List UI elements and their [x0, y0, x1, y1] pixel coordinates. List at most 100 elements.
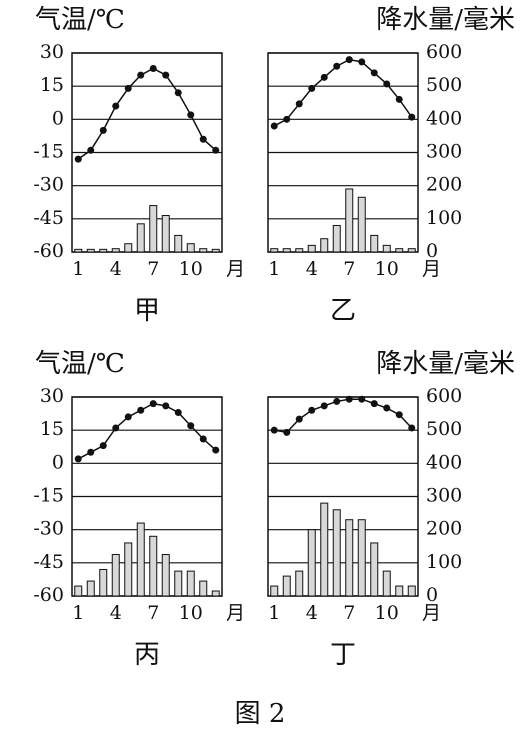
y2-tick-label: 500	[426, 418, 462, 440]
y2-tick-label: 400	[426, 451, 462, 473]
y-tick-label: -60	[33, 584, 64, 606]
temperature-point	[87, 146, 95, 154]
precipitation-bar	[307, 244, 316, 253]
precipitation-bar	[370, 234, 379, 253]
x-tick-label: 7	[343, 258, 355, 280]
precipitation-bar	[320, 238, 329, 253]
precipitation-bar	[124, 542, 133, 597]
precipitation-bar	[407, 248, 416, 253]
temperature-point	[308, 84, 316, 92]
y-tick-label: 30	[40, 41, 64, 63]
precipitation-bar	[345, 519, 354, 597]
temperature-point	[74, 155, 82, 163]
temperature-point	[295, 100, 303, 108]
temperature-point	[395, 95, 403, 103]
x-tick-label: 4	[110, 602, 122, 624]
temperature-point	[149, 64, 157, 72]
y2-tick-label: 300	[426, 485, 462, 507]
temperature-point	[270, 122, 278, 130]
temperature-point	[99, 126, 107, 134]
x-tick-label: 4	[110, 258, 122, 280]
precipitation-bar	[136, 223, 145, 253]
temperature-point	[174, 89, 182, 97]
temperature-point	[283, 115, 291, 123]
x-tick-label: 7	[343, 602, 355, 624]
temperature-line	[274, 398, 413, 434]
y-tick-label: 0	[52, 107, 64, 129]
precipitation-bar	[111, 554, 120, 597]
precipitation-bar	[136, 522, 145, 597]
precipitation-bar	[86, 580, 95, 597]
chart-title: 丁	[330, 640, 356, 670]
precipitation-bar	[199, 580, 208, 597]
precipitation-bar	[320, 502, 329, 597]
y-tick-label: -60	[33, 240, 64, 262]
precipitation-bar	[149, 535, 158, 597]
precipitation-bar	[357, 196, 366, 253]
precipitation-bar	[307, 529, 316, 597]
temperature-line	[77, 67, 217, 160]
precipitation-bar	[407, 585, 416, 597]
precipitation-bar	[174, 570, 183, 597]
precipitation-bar	[395, 248, 404, 253]
y2-tick-label: 600	[426, 385, 462, 407]
temperature-point	[137, 406, 145, 414]
y-tick-label: 0	[52, 451, 64, 473]
y-tick-label: -15	[33, 141, 64, 163]
precipitation-bar	[370, 542, 379, 597]
y2-tick-label: 300	[426, 141, 462, 163]
temperature-point	[370, 400, 378, 408]
temperature-point	[199, 135, 207, 143]
temperature-point	[162, 71, 170, 79]
temperature-point	[212, 146, 220, 154]
precipitation-bar	[382, 570, 391, 597]
temperature-point	[162, 402, 170, 410]
x-tick-label: 1	[72, 258, 84, 280]
x-tick-label: 1	[72, 602, 84, 624]
precipitation-bar	[99, 568, 108, 597]
temperature-point	[408, 424, 416, 432]
y2-axis-label: 降水量/毫米	[376, 5, 515, 35]
temperature-point	[124, 84, 132, 92]
y-tick-label: 15	[40, 418, 64, 440]
x-unit: 月	[226, 602, 245, 624]
y-tick-label: 15	[40, 74, 64, 96]
temperature-point	[333, 397, 341, 405]
precipitation-bar	[149, 205, 158, 253]
y2-tick-label: 0	[426, 240, 438, 262]
figure-caption: 图 2	[235, 699, 286, 729]
precipitation-bar	[295, 248, 304, 253]
x-tick-label: 1	[268, 602, 280, 624]
x-tick-label: 10	[179, 602, 203, 624]
precipitation-bar	[86, 248, 95, 253]
temperature-point	[87, 448, 95, 456]
y2-tick-label: 0	[426, 584, 438, 606]
precipitation-bar	[395, 585, 404, 597]
precipitation-bar	[211, 248, 220, 253]
temperature-point	[124, 413, 132, 421]
x-tick-label: 10	[179, 258, 203, 280]
precipitation-bar	[111, 248, 120, 253]
precipitation-bar	[282, 248, 291, 253]
temperature-point	[283, 428, 291, 436]
precipitation-bar	[124, 243, 133, 253]
y2-axis-label: 降水量/毫米	[376, 349, 515, 379]
x-tick-label: 7	[147, 602, 159, 624]
x-tick-label: 7	[147, 258, 159, 280]
x-tick-label: 1	[268, 258, 280, 280]
temperature-point	[308, 406, 316, 414]
temperature-point	[112, 102, 120, 110]
precipitation-bar	[270, 585, 279, 597]
y2-tick-label: 400	[426, 107, 462, 129]
x-tick-label: 4	[306, 258, 318, 280]
precipitation-bar	[174, 234, 183, 253]
precipitation-bar	[186, 570, 195, 597]
precipitation-bar	[74, 248, 83, 253]
temperature-point	[383, 404, 391, 412]
temperature-line	[273, 58, 413, 127]
precipitation-bar	[357, 519, 366, 597]
y-tick-label: 30	[40, 385, 64, 407]
y-tick-label: -45	[33, 551, 64, 573]
precipitation-bar	[161, 215, 170, 253]
